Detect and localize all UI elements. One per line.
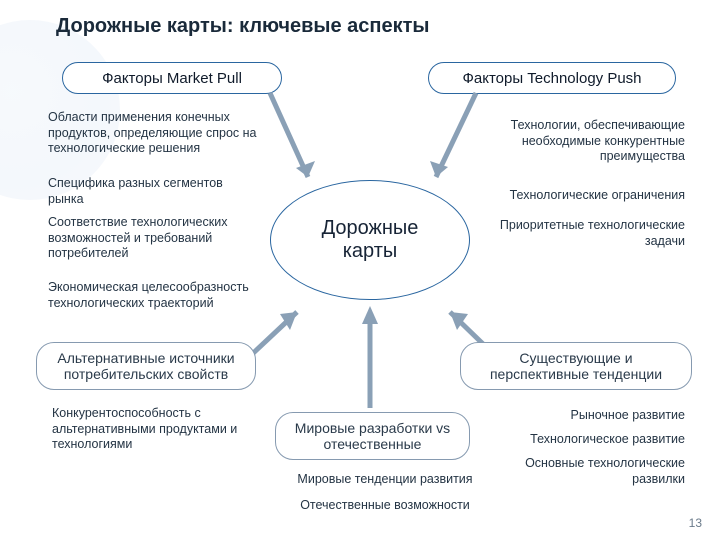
- bottom-bullet-2: Отечественные возможности: [285, 498, 485, 514]
- pill-trends: Существующие и перспективные тенденции: [460, 342, 692, 390]
- right-bottom-bullet-1: Рыночное развитие: [510, 408, 685, 424]
- left-bullet-1: Области применения конечных продуктов, о…: [48, 110, 268, 157]
- pill-world-vs-domestic: Мировые разработки vs отечественные: [275, 412, 470, 460]
- right-bullet-2: Технологические ограничения: [490, 188, 685, 204]
- page-title: Дорожные карты: ключевые аспекты: [56, 15, 429, 38]
- right-bottom-bullet-3: Основные технологические развилки: [490, 456, 685, 487]
- page-number: 13: [689, 516, 702, 530]
- arrow-tl: [260, 85, 330, 195]
- pill-technology-push: Факторы Technology Push: [428, 62, 676, 94]
- pill-alt-sources: Альтернативные источники потребительских…: [36, 342, 256, 390]
- left-bottom-bullet: Конкурентоспособность с альтернативными …: [52, 406, 252, 453]
- right-bottom-bullet-2: Технологическое развитие: [500, 432, 685, 448]
- right-bullet-3: Приоритетные технологические задачи: [475, 218, 685, 249]
- pill-market-pull: Факторы Market Pull: [62, 62, 282, 94]
- bottom-bullet-1: Мировые тенденции развития: [285, 472, 485, 488]
- arrow-bottom: [352, 300, 388, 415]
- left-bullet-2: Специфика разных сегментов рынка: [48, 176, 248, 207]
- right-bullet-1: Технологии, обеспечивающие необходимые к…: [475, 118, 685, 165]
- slide: Foresight Дорожные карты: ключевые аспек…: [0, 0, 720, 540]
- center-oval: Дорожные карты: [270, 180, 470, 300]
- left-bullet-4: Экономическая целесообразность технологи…: [48, 280, 278, 311]
- center-oval-label: Дорожные карты: [322, 217, 419, 263]
- left-bullet-3: Соответствие технологических возможносте…: [48, 215, 258, 262]
